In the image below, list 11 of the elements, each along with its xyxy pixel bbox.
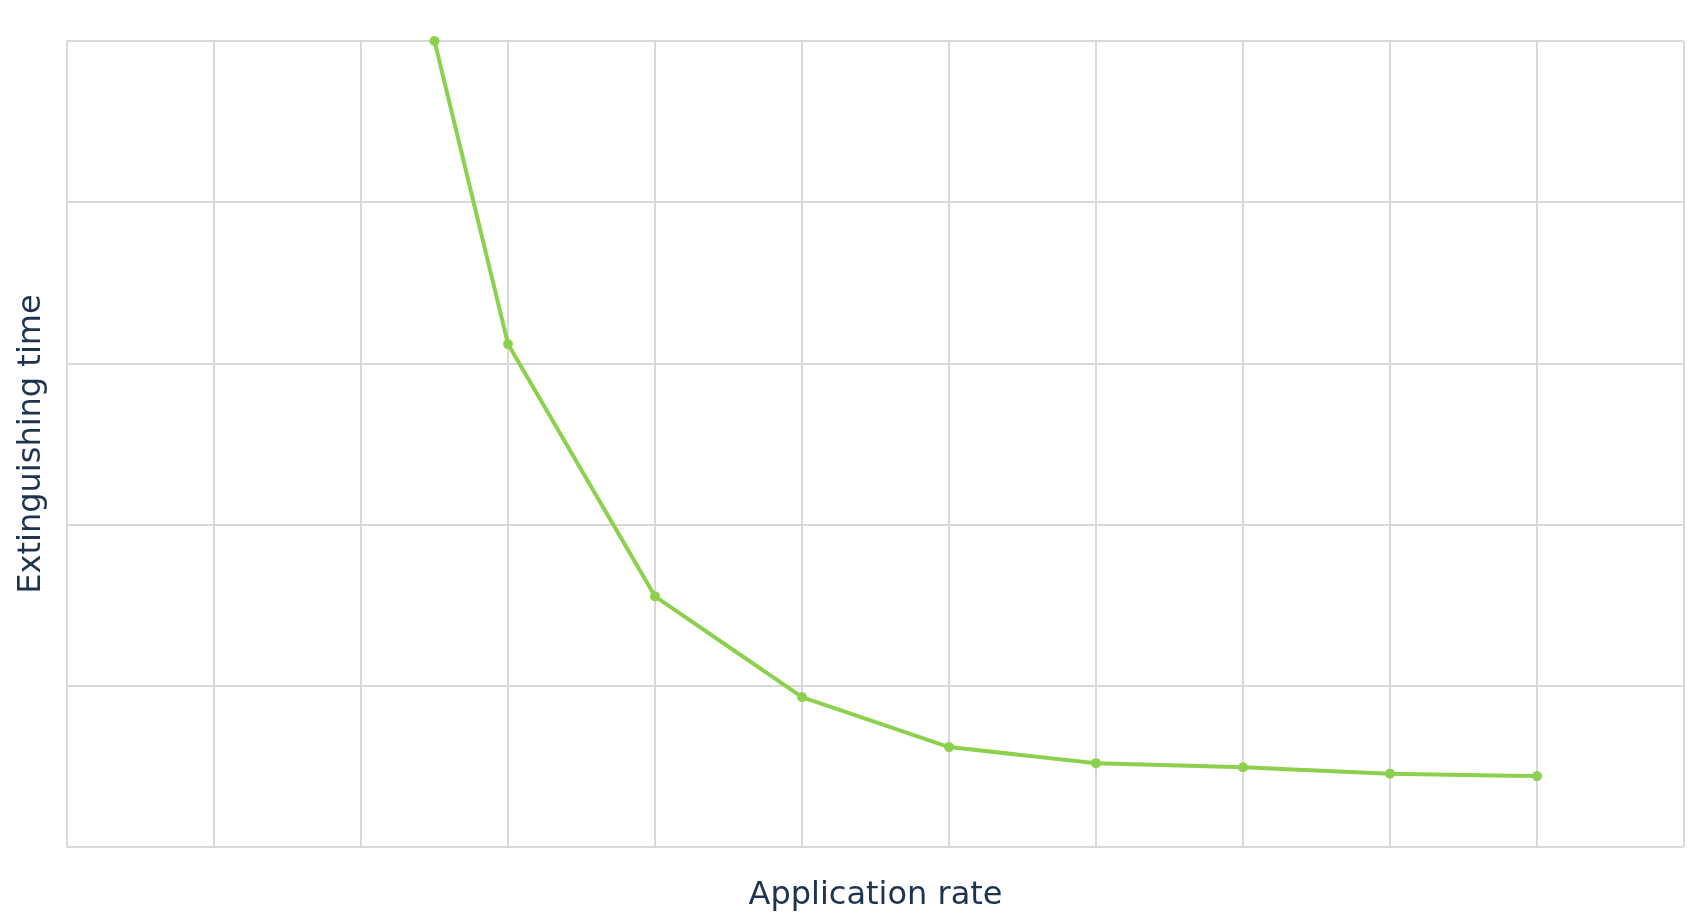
point xyxy=(429,36,440,46)
point xyxy=(1238,762,1248,773)
point xyxy=(944,742,954,753)
point xyxy=(1091,758,1101,769)
point xyxy=(1385,768,1395,779)
point xyxy=(503,339,513,350)
x-axis-title: Application rate xyxy=(748,874,1003,912)
point xyxy=(650,591,660,602)
point xyxy=(1532,771,1542,782)
point xyxy=(797,692,807,703)
y-axis-title: Extinguishing time xyxy=(10,294,48,594)
